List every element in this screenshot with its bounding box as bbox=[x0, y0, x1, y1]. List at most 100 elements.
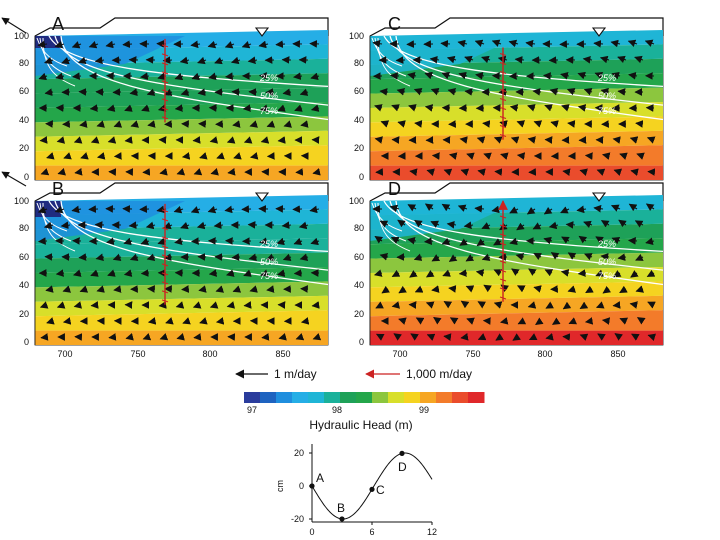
panel-label: C bbox=[388, 14, 401, 34]
velocity-arrow-icon bbox=[560, 269, 570, 277]
velocity-arrow-icon bbox=[551, 317, 561, 325]
panel-a: A 25% 50% 75% 100 80 60 40 20 0 bbox=[1, 14, 329, 182]
colorbar-cell bbox=[420, 392, 437, 403]
profile-tick bbox=[161, 218, 169, 222]
velocity-arrow-icon bbox=[517, 317, 527, 325]
velocity-arrow-icon bbox=[294, 104, 303, 112]
y-axis-ticks: 100 80 60 40 20 0 bbox=[349, 31, 371, 182]
velocity-arrow-icon bbox=[393, 333, 402, 341]
velocity-arrow-icon bbox=[145, 221, 156, 230]
velocity-arrow-icon bbox=[407, 204, 417, 212]
y-tick: 0 bbox=[359, 172, 364, 182]
velocity-arrow-icon bbox=[293, 72, 303, 80]
red-velocity-profile bbox=[499, 47, 507, 140]
velocity-arrow-icon bbox=[545, 333, 554, 341]
velocity-arrow-icon bbox=[612, 301, 621, 309]
velocity-arrow-icon bbox=[37, 206, 48, 214]
velocity-arrow-icon bbox=[159, 333, 169, 341]
contour-label-50: 50% bbox=[598, 91, 616, 101]
velocity-arrow-icon bbox=[635, 253, 644, 261]
panel-label: B bbox=[52, 179, 64, 199]
velocity-arrow-icon bbox=[526, 206, 536, 215]
velocity-arrow-icon bbox=[123, 269, 133, 277]
head-bands bbox=[35, 195, 328, 345]
velocity-arrow-icon bbox=[618, 219, 627, 228]
velocity-arrow-icon bbox=[593, 39, 604, 48]
profile-tick bbox=[499, 269, 507, 273]
velocity-arrow-icon bbox=[243, 301, 252, 309]
velocity-arrow-icon bbox=[243, 269, 252, 277]
velocity-arrow-icon bbox=[629, 301, 638, 309]
velocity-arrow-icon bbox=[424, 237, 434, 245]
velocity-arrow-icon bbox=[196, 221, 207, 230]
profile-tick bbox=[161, 71, 169, 75]
velocity-arrow-icon bbox=[475, 71, 485, 80]
velocity-arrow-icon bbox=[193, 333, 202, 341]
velocity-arrow-icon bbox=[213, 221, 224, 230]
velocity-arrow-icon bbox=[310, 72, 320, 81]
velocity-arrow-icon bbox=[312, 168, 321, 176]
velocity-arrow-icon bbox=[619, 285, 628, 294]
velocity-arrow-icon bbox=[494, 168, 503, 176]
velocity-arrow-icon bbox=[543, 236, 553, 245]
velocity-arrow-icon bbox=[595, 269, 604, 277]
velocity-arrow-icon bbox=[634, 220, 644, 228]
panel-b: B 25% 50% 75% 100 80 60 40 20 0 700 750 … bbox=[1, 171, 329, 359]
velocity-arrow-icon bbox=[409, 168, 418, 176]
velocity-arrow-icon bbox=[441, 237, 451, 246]
velocity-arrow-icon bbox=[96, 285, 105, 293]
velocity-arrow-icon bbox=[509, 237, 519, 246]
velocity-arrow-icon bbox=[525, 39, 536, 48]
velocity-arrow-icon bbox=[300, 317, 310, 325]
velocity-arrow-icon bbox=[293, 269, 303, 277]
velocity-arrow-icon bbox=[582, 55, 593, 64]
profile-tick bbox=[499, 296, 507, 300]
velocity-arrow-icon bbox=[389, 204, 400, 213]
velocity-arrow-icon bbox=[207, 205, 218, 214]
colorbar-cell bbox=[324, 392, 341, 403]
velocity-arrow-icon bbox=[481, 253, 491, 261]
velocity-arrow-icon bbox=[594, 71, 604, 80]
velocity-arrow-icon bbox=[595, 301, 605, 309]
velocity-arrow-icon bbox=[182, 317, 191, 325]
contour-label-50: 50% bbox=[598, 257, 616, 267]
velocity-arrow-icon bbox=[90, 301, 99, 309]
velocity-arrow-icon bbox=[584, 317, 594, 325]
head-band bbox=[35, 145, 328, 166]
velocity-arrow-icon bbox=[493, 269, 503, 277]
velocity-arrow-icon bbox=[645, 203, 655, 212]
tide-line bbox=[311, 452, 433, 520]
velocity-arrow-icon bbox=[527, 104, 536, 112]
y-axis-ticks: 100 80 60 40 20 0 bbox=[14, 31, 36, 182]
profile-tick bbox=[499, 233, 507, 237]
velocity-arrow-icon bbox=[258, 40, 269, 49]
colorbar-cell bbox=[340, 392, 357, 403]
velocity-arrow-icon bbox=[443, 301, 453, 309]
velocity-arrow-icon bbox=[140, 269, 150, 277]
velocity-arrow-icon bbox=[208, 72, 218, 81]
velocity-arrow-icon bbox=[215, 317, 225, 325]
velocity-arrow-icon bbox=[210, 168, 219, 176]
velocity-arrow-icon bbox=[190, 237, 201, 245]
head-bands bbox=[35, 30, 328, 180]
y-tick: 20 bbox=[354, 309, 364, 319]
tide-curve bbox=[309, 450, 433, 522]
velocity-arrow-icon bbox=[112, 253, 122, 261]
velocity-arrow-icon bbox=[628, 237, 638, 245]
profile-tick bbox=[161, 89, 169, 93]
velocity-arrow-icon bbox=[593, 204, 604, 213]
panel-c: C 25% 50% 75% 100 80 60 40 20 0 bbox=[349, 14, 664, 182]
velocity-arrow-icon bbox=[636, 152, 645, 160]
colorbar-cells bbox=[244, 392, 485, 403]
tide-point-label: B bbox=[337, 501, 345, 515]
contour-label-75: 75% bbox=[598, 106, 616, 116]
velocity-arrow-icon bbox=[635, 285, 645, 293]
velocity-arrow-icon bbox=[37, 40, 48, 49]
scale-label: 1 m/day bbox=[274, 367, 317, 381]
velocity-scale-black: 1 m/day bbox=[235, 367, 317, 381]
velocity-arrow-icon bbox=[644, 39, 655, 47]
velocity-arrow-icon bbox=[619, 317, 629, 325]
velocity-arrow-icon bbox=[62, 285, 72, 293]
red-velocity-profile bbox=[161, 38, 169, 123]
x-axis-ticks: 700 750 800 850 bbox=[57, 349, 290, 359]
